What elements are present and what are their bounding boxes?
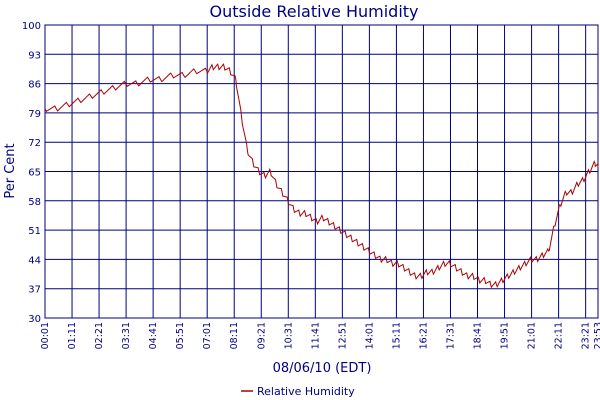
x-tick-label: 08:11 [229,322,240,349]
x-tick-label: 05:51 [175,322,186,349]
x-tick-label: 23:21 [581,322,592,349]
x-tick-label: 18:41 [473,322,484,349]
legend: Relative Humidity [241,385,355,398]
x-tick-label: 07:01 [202,322,213,349]
y-tick-label: 44 [28,255,41,266]
plot-frame [44,24,599,319]
x-tick-label: 23:53 [593,322,600,349]
x-tick-label: 15:11 [391,322,402,349]
x-tick-label: 09:21 [256,322,267,349]
x-axis-label: 08/06/10 (EDT) [273,361,372,376]
x-tick-label: 14:01 [364,322,375,349]
y-tick-label: 93 [28,50,41,61]
x-tick-label: 03:31 [121,322,132,349]
x-tick-label: 10:31 [283,322,294,349]
y-tick-label: 30 [28,314,41,325]
y-tick-label: 65 [28,168,41,179]
x-tick-label: 17:31 [445,322,456,349]
x-tick-label: 21:01 [527,322,538,349]
y-tick-label: 51 [28,226,41,237]
y-tick-label: 100 [22,21,41,32]
series-line-relative-humidity [44,63,599,289]
x-tick-label: 16:21 [418,322,429,349]
x-tick-label: 11:41 [310,322,321,349]
legend-label: Relative Humidity [257,385,355,398]
y-tick-label: 86 [28,80,41,91]
x-tick-label: 04:41 [148,322,159,349]
y-tick-label: 72 [28,138,41,149]
y-tick-label: 79 [28,109,41,120]
x-tick-label: 12:51 [337,322,348,349]
x-tick-label: 01:11 [67,322,78,349]
x-tick-label: 19:51 [500,322,511,349]
x-tick-label: 22:11 [554,322,565,349]
y-tick-label: 58 [28,197,41,208]
y-axis-ticks: 30 37 44 51 58 65 72 79 86 93 100 [22,21,41,325]
x-axis-ticks: 00:01 01:11 02:21 03:31 04:41 05:51 07:01 08:11… [40,322,600,349]
y-axis-label: Per Cent [3,143,18,198]
x-tick-label: 02:21 [94,322,105,349]
x-tick-label: 00:01 [40,322,51,349]
y-tick-label: 37 [28,285,41,296]
chart-title: Outside Relative Humidity [209,2,418,21]
